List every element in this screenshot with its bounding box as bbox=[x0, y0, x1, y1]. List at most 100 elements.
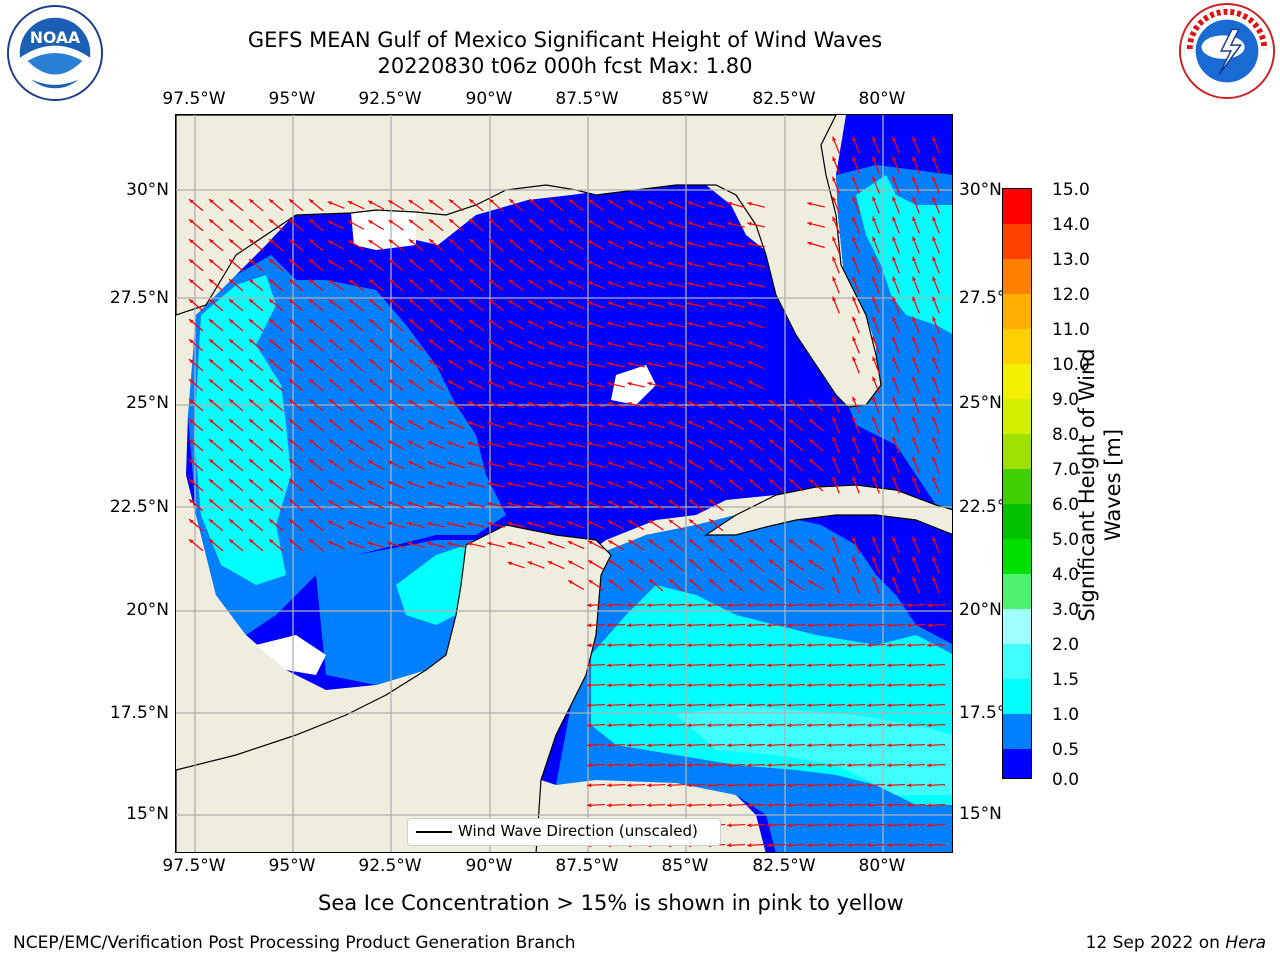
wave-arrow-head bbox=[528, 239, 534, 244]
wave-arrow-head bbox=[607, 703, 612, 708]
wave-arrow-head bbox=[789, 459, 794, 464]
wave-arrow-head bbox=[807, 743, 812, 748]
wave-arrow-head bbox=[407, 481, 413, 486]
wave-arrow-head bbox=[607, 441, 612, 446]
wave-arrow-head bbox=[289, 439, 294, 444]
wave-arrow-head bbox=[788, 559, 794, 564]
wave-arrow-head bbox=[627, 281, 632, 286]
wave-arrow-head bbox=[687, 743, 692, 748]
wave-arrow-head bbox=[809, 479, 814, 484]
wave-arrow-head bbox=[309, 359, 314, 364]
wave-arrow-head bbox=[348, 299, 354, 304]
wave-arrow-head bbox=[607, 803, 612, 808]
wave-arrow-head bbox=[687, 381, 692, 386]
date-credit: 12 Sep 2022 on Hera bbox=[1086, 933, 1266, 953]
wave-arrow-head bbox=[912, 556, 916, 562]
wave-arrow-head bbox=[229, 539, 234, 544]
wave-arrow-head bbox=[788, 539, 794, 544]
wave-arrow-head bbox=[448, 319, 454, 324]
wave-arrow-head bbox=[727, 703, 732, 708]
wave-arrow-head bbox=[627, 301, 632, 306]
wave-arrow-head bbox=[269, 419, 274, 424]
wave-arrow-head bbox=[249, 239, 254, 244]
wave-arrow-head bbox=[727, 281, 732, 286]
wave-arrow-head bbox=[872, 536, 876, 542]
wave-arrow-head bbox=[608, 540, 613, 545]
wave-arrow-head bbox=[567, 461, 572, 466]
wave-arrow-head bbox=[368, 460, 373, 465]
wave-arrow-head bbox=[768, 439, 774, 444]
wave-arrow-head bbox=[867, 703, 872, 708]
wave-arrow-head bbox=[189, 319, 194, 324]
colorbar-tick: 12.0 bbox=[1052, 285, 1090, 305]
colorbar-tick: 9.0 bbox=[1052, 390, 1080, 410]
wave-arrow-head bbox=[367, 541, 372, 546]
wave-arrow-head bbox=[932, 276, 936, 282]
wave-arrow-head bbox=[647, 401, 652, 406]
map-subtitle: 20220830 t06z 000h fcst Max: 1.80 bbox=[377, 54, 753, 78]
wave-arrow-head bbox=[747, 361, 753, 365]
wave-arrow-head bbox=[892, 356, 896, 362]
wave-arrow-head bbox=[608, 200, 613, 204]
wave-arrow-head bbox=[847, 623, 852, 628]
wave-arrow-head bbox=[527, 361, 533, 366]
wave-arrow-head bbox=[789, 439, 794, 444]
wave-arrow-head bbox=[852, 276, 856, 282]
wave-arrow-head bbox=[887, 843, 892, 848]
wave-arrow-head bbox=[607, 341, 612, 346]
wave-arrow-head bbox=[852, 576, 856, 582]
wave-arrow-head bbox=[249, 499, 254, 504]
wave-arrow-head bbox=[872, 416, 876, 422]
cuba-land bbox=[704, 484, 952, 536]
wave-arrow-head bbox=[647, 241, 653, 246]
wave-arrow-head bbox=[832, 136, 836, 142]
wave-arrow-head bbox=[627, 461, 633, 466]
wave-arrow-head bbox=[429, 259, 434, 264]
wave-arrow-head bbox=[727, 381, 733, 385]
wave-arrow-head bbox=[408, 379, 414, 384]
wave-arrow-head bbox=[727, 743, 732, 748]
wave-arrow-head bbox=[627, 643, 632, 648]
wave-arrow-head bbox=[389, 319, 394, 324]
wave-arrow-head bbox=[907, 743, 912, 748]
wave-arrow-head bbox=[507, 401, 512, 406]
wave-arrow-head bbox=[668, 480, 673, 485]
wave-arrow-head bbox=[827, 643, 832, 648]
wave-arrow-head bbox=[388, 259, 394, 264]
wave-arrow-head bbox=[189, 419, 194, 424]
wave-arrow-head bbox=[229, 279, 234, 284]
colorbar-segment bbox=[1003, 259, 1031, 294]
wave-arrow-head bbox=[647, 783, 652, 788]
wave-arrow-head bbox=[289, 299, 294, 304]
wave-arrow-head bbox=[229, 239, 234, 244]
wave-arrow-head bbox=[547, 541, 553, 546]
wave-arrow-head bbox=[932, 256, 936, 262]
wave-arrow-head bbox=[309, 219, 314, 224]
wave-arrow-head bbox=[249, 259, 254, 264]
wave-arrow-head bbox=[527, 462, 532, 466]
wave-arrow-head bbox=[289, 359, 294, 364]
wave-arrow-head bbox=[728, 400, 733, 405]
wave-arrow-head bbox=[852, 136, 856, 142]
wind-wave-arrows bbox=[188, 136, 946, 848]
wave-arrow-head bbox=[887, 683, 892, 688]
wave-arrow-head bbox=[607, 461, 612, 466]
wave-arrow-head bbox=[547, 461, 552, 466]
wave-arrow-head bbox=[249, 299, 254, 304]
wave-arrow-head bbox=[768, 419, 774, 424]
wave-arrow-head bbox=[427, 441, 433, 445]
wave-arrow-head bbox=[727, 262, 732, 266]
wave-arrow-head bbox=[607, 301, 612, 306]
wave-arrow-head bbox=[469, 239, 474, 244]
wave-arrow-head bbox=[767, 663, 772, 668]
wave-arrow-head bbox=[428, 219, 434, 224]
legend-label: Wind Wave Direction (unscaled) bbox=[458, 822, 698, 840]
wave-arrow-head bbox=[807, 823, 812, 828]
wave-arrow-head bbox=[827, 823, 832, 828]
wave-arrow-head bbox=[209, 219, 214, 224]
wave-arrow-head bbox=[387, 501, 393, 506]
wave-arrow-head bbox=[748, 439, 754, 444]
wave-arrow-head bbox=[647, 743, 652, 748]
wave-arrow-head bbox=[189, 219, 194, 224]
wave-arrow-head bbox=[807, 663, 812, 668]
